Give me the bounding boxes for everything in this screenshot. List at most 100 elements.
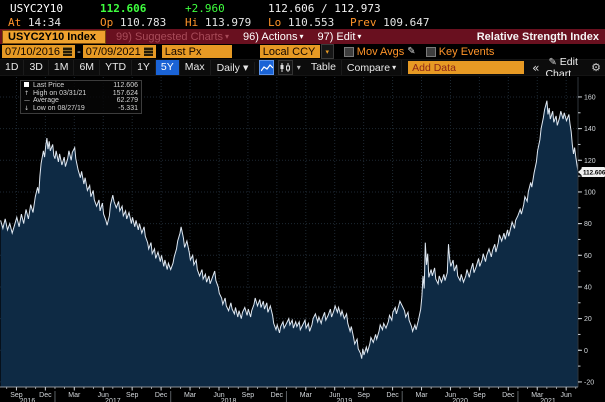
period-button-1d[interactable]: 1D (0, 60, 25, 75)
legend-row: ↑ High on 03/31/21 157.624 (24, 90, 138, 98)
svg-text:80: 80 (584, 221, 592, 228)
edit-menu[interactable]: 97) Edit ▾ (317, 30, 362, 43)
legend-label: Low on 08/27/19 (33, 104, 85, 112)
svg-text:Jun: Jun (329, 392, 340, 399)
svg-text:160: 160 (584, 94, 596, 101)
calendar-icon[interactable] (63, 47, 73, 56)
range-toolbar: 07/10/2016 - 07/09/2021 Last Px Local CC… (0, 44, 605, 60)
svg-text:Dec: Dec (386, 392, 399, 399)
period-toolbar: 1D 3D 1M 6M YTD 1Y 5Y Max Daily ▼ ▾ Table Compar… (0, 56, 605, 80)
line-chart-type-button[interactable] (259, 60, 275, 75)
period-button-1y[interactable]: 1Y (132, 60, 156, 75)
date-from-field[interactable]: 07/10/2016 (2, 45, 76, 58)
svg-text:Jun: Jun (445, 392, 456, 399)
suggested-charts-menu[interactable]: 99) Suggested Charts ▾ (116, 30, 230, 43)
svg-text:140: 140 (584, 126, 596, 133)
quote-time: At 14:34 (8, 16, 61, 29)
key-events-label[interactable]: Key Events (438, 45, 495, 58)
chart-title: Relative Strength Index (476, 30, 599, 43)
date-range-separator: - (77, 45, 81, 58)
svg-text:Jun: Jun (213, 392, 224, 399)
svg-text:Sep: Sep (126, 392, 139, 399)
bid-ask: 112.606 / 112.973 (268, 2, 381, 15)
svg-text:Dec: Dec (155, 392, 168, 399)
compare-button[interactable]: Compare ▾ (342, 60, 403, 75)
svg-text:2016: 2016 (20, 398, 36, 402)
frequency-select[interactable]: Daily ▼ (211, 61, 256, 74)
period-button-1m[interactable]: 1M (49, 60, 75, 75)
period-button-max[interactable]: Max (180, 60, 211, 75)
security-ticker-box[interactable]: USYC2Y10 Index (2, 29, 106, 44)
calendar-icon[interactable] (143, 47, 153, 56)
price-field-select[interactable]: Last Px (161, 45, 232, 58)
settings-gear-icon[interactable]: ⚙ (591, 61, 602, 74)
chart-type-dropdown-icon[interactable]: ▾ (296, 63, 301, 72)
chart-legend: Last Price 112.606 ↑ High on 03/31/21 157.62… (20, 80, 142, 115)
quote-high: Hi 113.979 (185, 16, 252, 29)
last-price: 112.606 (100, 2, 147, 15)
svg-text:Mar: Mar (68, 392, 81, 399)
legend-value: 112.606 (113, 82, 138, 89)
svg-text:Sep: Sep (473, 392, 486, 399)
candle-chart-type-button[interactable] (278, 60, 293, 75)
svg-text:Jun: Jun (98, 392, 109, 399)
currency-select[interactable]: Local CCY (259, 45, 320, 58)
quote-panel: USYC2Y10 112.606 +2.960 112.606 / 112.97… (0, 0, 605, 29)
line-chart-icon (260, 63, 273, 71)
period-button-3d[interactable]: 3D (24, 60, 49, 75)
down-marker-icon: ↓ (24, 104, 30, 112)
svg-text:40: 40 (584, 284, 592, 291)
svg-text:2017: 2017 (105, 398, 121, 402)
svg-text:Dec: Dec (502, 392, 515, 399)
chart-area: -20 0 20 40 60 80 100 120 140 160 Sep Dec Mar Jun Sep D… (0, 76, 605, 402)
legend-row: ↓ Low on 08/27/19 -5.331 (24, 105, 138, 113)
quote-prev: Prev 109.647 (350, 16, 430, 29)
mov-avgs-label[interactable]: Mov Avgs (356, 45, 405, 58)
key-events-checkbox[interactable] (425, 46, 436, 57)
svg-text:Mar: Mar (415, 392, 428, 399)
svg-text:2019: 2019 (337, 398, 353, 402)
up-marker-icon: ↑ (24, 89, 30, 97)
actions-menu[interactable]: 96) Actions ▾ (243, 30, 304, 43)
table-button[interactable]: Table (306, 60, 342, 75)
svg-text:20: 20 (584, 316, 592, 323)
period-button-ytd[interactable]: YTD (100, 60, 133, 75)
svg-text:Mar: Mar (300, 392, 313, 399)
dash-marker-icon: — (24, 97, 30, 105)
square-marker-icon (24, 82, 33, 90)
legend-row: Last Price 112.606 (24, 82, 138, 90)
legend-value: 62.279 (116, 97, 138, 105)
svg-text:120: 120 (584, 158, 596, 165)
svg-text:2021: 2021 (540, 398, 556, 402)
period-button-5y[interactable]: 5Y (155, 60, 180, 75)
security-symbol: USYC2Y10 (10, 2, 63, 15)
svg-text:Mar: Mar (184, 392, 197, 399)
period-buttons: 1D 3D 1M 6M YTD 1Y 5Y Max (0, 60, 211, 75)
svg-text:Dec: Dec (39, 392, 52, 399)
currency-dropdown-icon[interactable]: ▾ (320, 44, 334, 59)
legend-row: — Average 62.279 (24, 97, 138, 105)
function-banner: USYC2Y10 Index 99) Suggested Charts ▾ 96)… (0, 29, 605, 44)
svg-text:100: 100 (584, 189, 596, 196)
quote-open: Op 110.783 (100, 16, 167, 29)
svg-text:Sep: Sep (242, 392, 255, 399)
period-button-6m[interactable]: 6M (74, 60, 101, 75)
date-to-field[interactable]: 07/09/2021 (82, 45, 156, 58)
svg-text:2020: 2020 (452, 398, 468, 402)
price-chart[interactable]: -20 0 20 40 60 80 100 120 140 160 Sep Dec Mar Jun Sep D… (0, 76, 605, 402)
add-data-input[interactable] (408, 61, 525, 74)
candlestick-icon (280, 63, 291, 72)
legend-label: High on 03/31/21 (33, 89, 87, 97)
quote-low: Lo 110.553 (268, 16, 335, 29)
legend-value: 157.624 (112, 89, 138, 97)
svg-text:Jun: Jun (561, 392, 572, 399)
mov-avgs-checkbox[interactable] (343, 46, 354, 57)
svg-text:2018: 2018 (221, 398, 237, 402)
svg-text:Dec: Dec (271, 392, 284, 399)
collapse-toolbar-icon[interactable]: « (532, 60, 540, 75)
svg-text:Mar: Mar (531, 392, 544, 399)
svg-text:Sep: Sep (357, 392, 370, 399)
legend-label: Last Price (33, 82, 65, 89)
pencil-icon[interactable]: ✎ (407, 46, 416, 57)
